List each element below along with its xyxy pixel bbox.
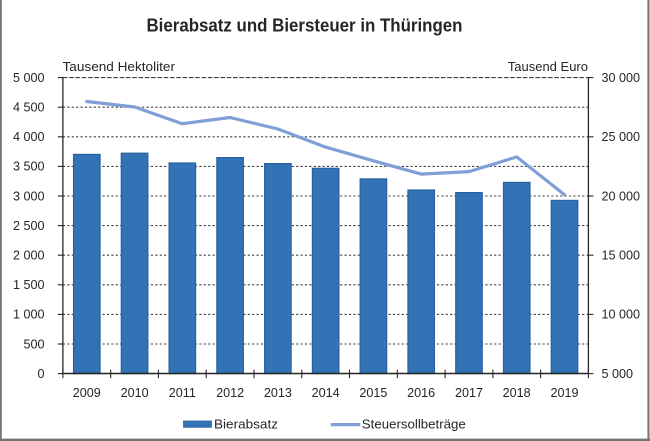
svg-text:3 000: 3 000 <box>13 189 45 203</box>
svg-text:2 500: 2 500 <box>13 219 45 233</box>
svg-text:Steuersollbeträge: Steuersollbeträge <box>362 417 466 432</box>
svg-text:2017: 2017 <box>455 386 483 400</box>
svg-text:4 000: 4 000 <box>13 130 45 144</box>
svg-text:5 000: 5 000 <box>602 367 634 381</box>
svg-text:2015: 2015 <box>359 386 387 400</box>
svg-text:4 500: 4 500 <box>13 101 45 115</box>
svg-text:2016: 2016 <box>407 386 435 400</box>
svg-text:Tausend Hektoliter: Tausend Hektoliter <box>63 59 176 74</box>
svg-text:2014: 2014 <box>312 386 340 400</box>
svg-text:2 000: 2 000 <box>13 249 45 263</box>
svg-text:30 000: 30 000 <box>602 71 641 85</box>
svg-text:10 000: 10 000 <box>602 308 641 322</box>
svg-text:25 000: 25 000 <box>602 130 641 144</box>
svg-text:2012: 2012 <box>216 386 244 400</box>
svg-text:2009: 2009 <box>73 386 101 400</box>
svg-text:5 000: 5 000 <box>13 71 45 85</box>
svg-text:15 000: 15 000 <box>602 249 641 263</box>
svg-text:2013: 2013 <box>264 386 292 400</box>
svg-text:20 000: 20 000 <box>602 189 641 203</box>
svg-text:Bierabsatz und Biersteuer in T: Bierabsatz und Biersteuer in Thüringen <box>147 15 463 36</box>
svg-text:1 000: 1 000 <box>13 308 45 322</box>
svg-text:3 500: 3 500 <box>13 160 45 174</box>
svg-text:2018: 2018 <box>503 386 531 400</box>
svg-text:2011: 2011 <box>169 386 196 400</box>
svg-text:Tausend Euro: Tausend Euro <box>508 59 588 74</box>
svg-text:1 500: 1 500 <box>13 278 45 292</box>
svg-text:Bierabsatz: Bierabsatz <box>214 417 278 432</box>
svg-text:500: 500 <box>23 337 44 351</box>
svg-text:2010: 2010 <box>121 386 149 400</box>
svg-text:0: 0 <box>37 367 44 381</box>
svg-text:2019: 2019 <box>550 386 578 400</box>
